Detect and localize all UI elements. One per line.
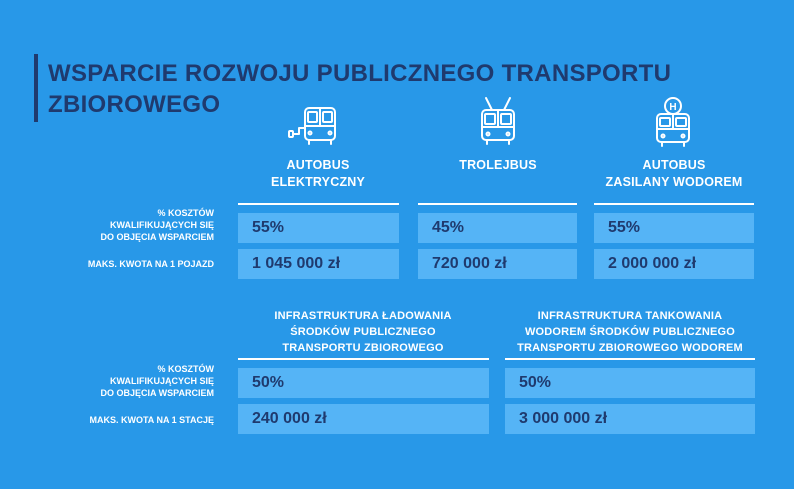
divider-hydrogen-infrastructure <box>505 358 755 360</box>
amount-hydrogen-infrastructure: 3 000 000 zł <box>505 404 755 434</box>
divider-electric-bus <box>238 203 399 205</box>
svg-text:H: H <box>669 102 676 113</box>
trolleybus-icon <box>473 96 523 148</box>
divider-hydrogen-bus <box>594 203 754 205</box>
amount-charging-infrastructure: 240 000 zł <box>238 404 489 434</box>
amount-hydrogen-bus: 2 000 000 zł <box>594 249 754 279</box>
header-hydrogen-infrastructure: INFRASTRUKTURA TANKOWANIA WODOREM ŚRODKÓ… <box>517 310 743 354</box>
header-trolleybus: TROLEJBUS <box>459 158 537 172</box>
pct-hydrogen-bus: 55% <box>594 213 754 243</box>
header-hydrogen-bus: AUTOBUS ZASILANY WODOREM <box>605 158 743 189</box>
pct-trolleybus: 45% <box>418 213 577 243</box>
electric-bus-icon <box>287 104 343 148</box>
hydrogen-bus-icon: H <box>648 96 698 150</box>
amount-trolleybus: 720 000 zł <box>418 249 577 279</box>
title-line-1: WSPARCIE ROZWOJU PUBLICZNEGO TRANSPORTU <box>48 60 672 87</box>
pct-hydrogen-infrastructure: 50% <box>505 368 755 398</box>
divider-trolleybus <box>418 203 577 205</box>
title-line-2: ZBIOROWEGO <box>48 91 221 118</box>
pct-electric-bus: 55% <box>238 213 399 243</box>
amount-electric-bus: 1 045 000 zł <box>238 249 399 279</box>
divider-charging-infrastructure <box>238 358 489 360</box>
header-electric-bus: AUTOBUS ELEKTRYCZNY <box>270 158 366 189</box>
row-label-max-per-station: MAKS. KWOTA NA 1 STACJĘ <box>89 415 214 425</box>
row-label-max-per-vehicle: MAKS. KWOTA NA 1 POJAZD <box>87 259 214 269</box>
header-charging-infrastructure: INFRASTRUKTURA ŁADOWANIA ŚRODKÓW PUBLICZ… <box>274 310 452 354</box>
page-title: WSPARCIE ROZWOJU PUBLICZNEGO TRANSPORTU … <box>48 58 671 120</box>
row-label-costs-infrastructure: % KOSZTÓW KWALIFIKUJĄCYCH SIĘ DO OBJĘCIA… <box>100 364 214 398</box>
title-accent-bar <box>34 54 38 122</box>
row-label-costs-vehicles: % KOSZTÓW KWALIFIKUJĄCYCH SIĘ DO OBJĘCIA… <box>100 208 214 242</box>
pct-charging-infrastructure: 50% <box>238 368 489 398</box>
